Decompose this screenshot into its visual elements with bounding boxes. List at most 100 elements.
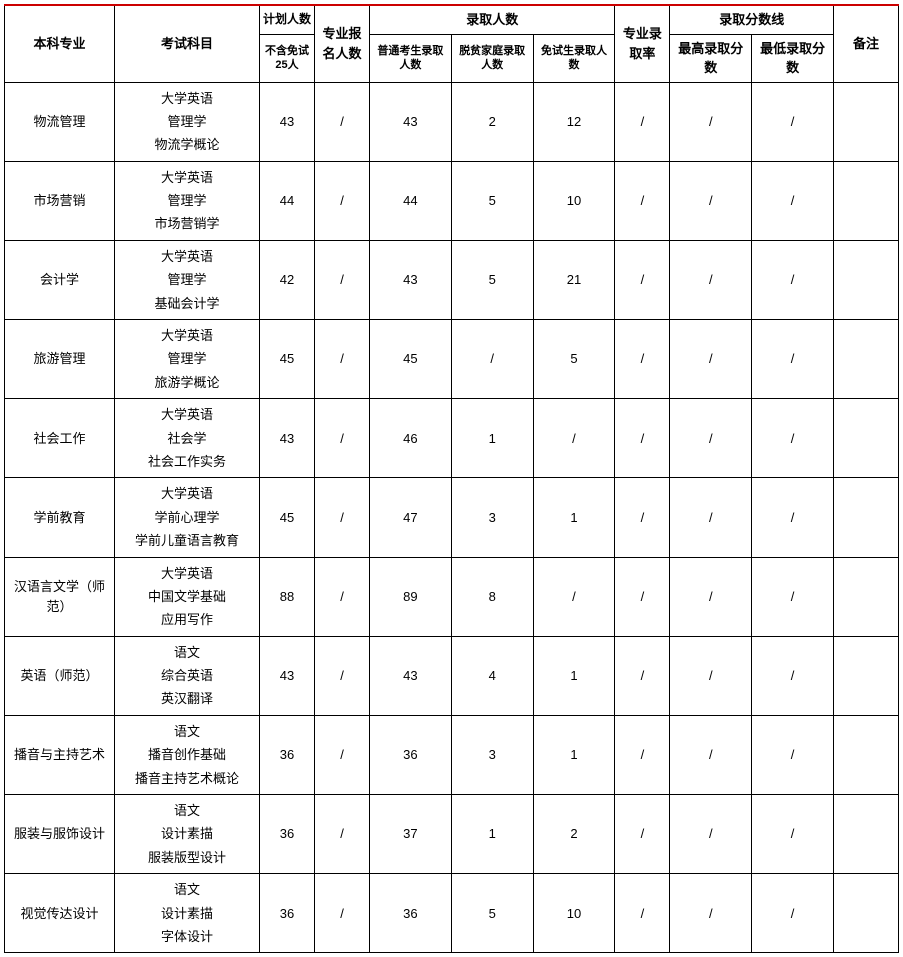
cell-applicants: / <box>315 795 370 874</box>
cell-admit-poverty: 1 <box>451 795 533 874</box>
cell-subjects: 语文综合英语英汉翻译 <box>115 636 260 715</box>
cell-admit-normal: 47 <box>370 478 452 557</box>
cell-admit-poverty: 4 <box>451 636 533 715</box>
cell-rate: / <box>615 399 670 478</box>
cell-admit-exempt: 10 <box>533 874 615 953</box>
cell-major: 学前教育 <box>5 478 115 557</box>
cell-remark <box>834 715 899 794</box>
cell-score-min: / <box>752 636 834 715</box>
cell-admit-exempt: / <box>533 557 615 636</box>
cell-rate: / <box>615 715 670 794</box>
cell-admit-poverty: 2 <box>451 82 533 161</box>
cell-applicants: / <box>315 82 370 161</box>
cell-admit-normal: 89 <box>370 557 452 636</box>
cell-admit-exempt: 12 <box>533 82 615 161</box>
cell-plan: 36 <box>260 715 315 794</box>
header-admit-normal: 普通考生录取人数 <box>370 34 452 82</box>
table-row: 市场营销大学英语管理学市场营销学44/44510/// <box>5 161 899 240</box>
cell-major: 旅游管理 <box>5 320 115 399</box>
table-row: 视觉传达设计语文设计素描字体设计36/36510/// <box>5 874 899 953</box>
cell-applicants: / <box>315 874 370 953</box>
cell-plan: 43 <box>260 636 315 715</box>
cell-score-max: / <box>670 478 752 557</box>
cell-admit-normal: 36 <box>370 874 452 953</box>
cell-subjects: 语文播音创作基础播音主持艺术概论 <box>115 715 260 794</box>
cell-remark <box>834 399 899 478</box>
cell-subjects: 大学英语中国文学基础应用写作 <box>115 557 260 636</box>
cell-admit-exempt: 10 <box>533 161 615 240</box>
cell-admit-poverty: / <box>451 320 533 399</box>
cell-score-max: / <box>670 399 752 478</box>
cell-subjects: 语文设计素描服装版型设计 <box>115 795 260 874</box>
header-admit-poverty: 脱贫家庭录取人数 <box>451 34 533 82</box>
header-score-min: 最低录取分数 <box>752 34 834 82</box>
cell-plan: 43 <box>260 399 315 478</box>
cell-subjects: 大学英语社会学社会工作实务 <box>115 399 260 478</box>
cell-score-min: / <box>752 874 834 953</box>
table-row: 旅游管理大学英语管理学旅游学概论45/45/5/// <box>5 320 899 399</box>
header-admit-exempt: 免试生录取人数 <box>533 34 615 82</box>
cell-subjects: 大学英语管理学基础会计学 <box>115 240 260 319</box>
header-remark: 备注 <box>834 5 899 82</box>
cell-remark <box>834 82 899 161</box>
header-admit-group: 录取人数 <box>370 5 615 34</box>
cell-subjects: 大学英语学前心理学学前儿童语言教育 <box>115 478 260 557</box>
cell-applicants: / <box>315 240 370 319</box>
cell-admit-exempt: 1 <box>533 636 615 715</box>
cell-admit-exempt: 21 <box>533 240 615 319</box>
cell-applicants: / <box>315 399 370 478</box>
cell-subjects: 大学英语管理学市场营销学 <box>115 161 260 240</box>
table-header: 本科专业 考试科目 计划人数 专业报名人数 录取人数 专业录取率 录取分数线 备… <box>5 5 899 82</box>
cell-admit-normal: 43 <box>370 82 452 161</box>
cell-applicants: / <box>315 320 370 399</box>
header-plan-sub: 不含免试25人 <box>260 34 315 82</box>
cell-admit-exempt: 1 <box>533 478 615 557</box>
cell-score-max: / <box>670 557 752 636</box>
cell-admit-normal: 46 <box>370 399 452 478</box>
header-subjects: 考试科目 <box>115 5 260 82</box>
cell-remark <box>834 557 899 636</box>
cell-score-max: / <box>670 161 752 240</box>
cell-plan: 42 <box>260 240 315 319</box>
cell-applicants: / <box>315 161 370 240</box>
cell-major: 播音与主持艺术 <box>5 715 115 794</box>
header-rate: 专业录取率 <box>615 5 670 82</box>
cell-admit-normal: 45 <box>370 320 452 399</box>
table-row: 汉语言文学（师范）大学英语中国文学基础应用写作88/898//// <box>5 557 899 636</box>
cell-admit-exempt: / <box>533 399 615 478</box>
table-row: 物流管理大学英语管理学物流学概论43/43212/// <box>5 82 899 161</box>
cell-major: 服装与服饰设计 <box>5 795 115 874</box>
cell-major: 物流管理 <box>5 82 115 161</box>
cell-admit-exempt: 2 <box>533 795 615 874</box>
cell-rate: / <box>615 320 670 399</box>
cell-applicants: / <box>315 478 370 557</box>
cell-remark <box>834 478 899 557</box>
cell-admit-poverty: 3 <box>451 715 533 794</box>
cell-admit-normal: 37 <box>370 795 452 874</box>
cell-admit-normal: 43 <box>370 636 452 715</box>
cell-admit-normal: 43 <box>370 240 452 319</box>
cell-admit-poverty: 5 <box>451 161 533 240</box>
cell-rate: / <box>615 636 670 715</box>
cell-score-min: / <box>752 240 834 319</box>
cell-score-max: / <box>670 240 752 319</box>
cell-subjects: 语文设计素描字体设计 <box>115 874 260 953</box>
cell-admit-poverty: 8 <box>451 557 533 636</box>
cell-major: 市场营销 <box>5 161 115 240</box>
cell-major: 汉语言文学（师范） <box>5 557 115 636</box>
cell-rate: / <box>615 557 670 636</box>
cell-rate: / <box>615 874 670 953</box>
cell-rate: / <box>615 82 670 161</box>
table-row: 会计学大学英语管理学基础会计学42/43521/// <box>5 240 899 319</box>
header-applicants: 专业报名人数 <box>315 5 370 82</box>
cell-score-max: / <box>670 874 752 953</box>
cell-remark <box>834 161 899 240</box>
cell-score-max: / <box>670 82 752 161</box>
admission-table: 本科专业 考试科目 计划人数 专业报名人数 录取人数 专业录取率 录取分数线 备… <box>4 4 899 953</box>
cell-plan: 36 <box>260 795 315 874</box>
cell-score-min: / <box>752 399 834 478</box>
cell-applicants: / <box>315 557 370 636</box>
table-body: 物流管理大学英语管理学物流学概论43/43212///市场营销大学英语管理学市场… <box>5 82 899 953</box>
header-score-max: 最高录取分数 <box>670 34 752 82</box>
cell-score-min: / <box>752 557 834 636</box>
